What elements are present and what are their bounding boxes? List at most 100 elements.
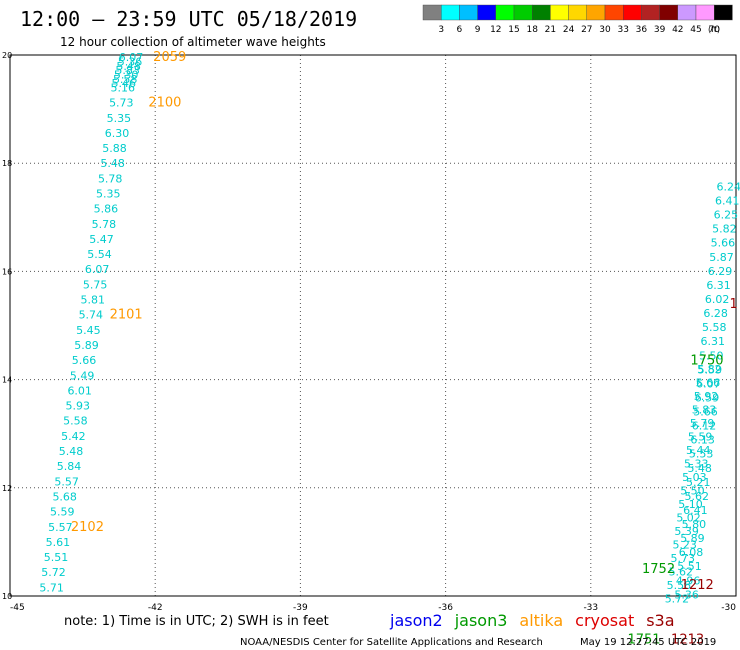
wave-height-point: 5.10 — [678, 498, 703, 511]
colorbar-label: 70 — [708, 25, 720, 35]
wave-height-point: 6.41 — [715, 195, 740, 208]
colorbar-label: 24 — [563, 25, 575, 35]
wave-height-point: 5.78 — [92, 218, 117, 231]
wave-height-point: 5.02 — [676, 512, 701, 525]
wave-height-point: 6.31 — [706, 279, 731, 292]
colorbar-swatch — [586, 4, 606, 21]
wave-height-point: 6.02 — [705, 293, 730, 306]
pass-time-label: 1212 — [681, 578, 714, 593]
colorbar-label: 30 — [599, 25, 611, 35]
pass-time-label: 2102 — [71, 520, 104, 535]
wave-height-point: 5.50 — [699, 349, 724, 362]
wave-height-point: 5.82 — [697, 363, 722, 376]
colorbar-swatch — [477, 4, 497, 21]
wave-height-point: 5.59 — [698, 363, 723, 376]
plot-frame — [9, 54, 737, 597]
y-tick-label: 10 — [2, 592, 12, 601]
wave-height-point: 6.07 — [85, 263, 110, 276]
pass-time-label: 1213 — [671, 632, 704, 647]
colorbar-label: 39 — [654, 25, 666, 35]
wave-height-point: 6.31 — [701, 335, 726, 348]
wave-height-point: 5.57 — [48, 521, 73, 534]
chart-grid — [10, 55, 736, 596]
data-points: 6.075.365.485.835.305.585.465.165.735.35… — [39, 51, 740, 606]
pass-time-label: 1750 — [690, 354, 723, 369]
wave-height-point: 5.36 — [118, 55, 143, 68]
legend-item-s3a: s3a — [646, 611, 674, 630]
wave-height-point: 5.89 — [680, 532, 705, 545]
pass-time-label: 2059 — [153, 50, 186, 65]
wave-height-point: 5.66 — [711, 237, 736, 250]
wave-height-point: 4.96 — [676, 574, 701, 587]
x-tick-label: -39 — [293, 603, 308, 613]
wave-height-point: 5.61 — [46, 536, 71, 549]
wave-height-point: 5.79 — [690, 417, 715, 430]
color-legend-bar: 3 6 9 12 15 18 21 24 27 30 33 36 39 42 45 70 — [422, 4, 733, 35]
axis-ticks: -45 -42 -39 -36 -33 -30 10 12 14 16 18 20 — [2, 51, 736, 613]
legend-item-altika: altika — [519, 611, 563, 630]
y-tick-label: 20 — [2, 51, 12, 60]
wave-height-point: 5.21 — [686, 476, 711, 489]
wave-height-point: 5.86 — [94, 203, 119, 216]
wave-height-point: 6.41 — [683, 504, 708, 517]
legend-item-cryosat: cryosat — [575, 611, 634, 630]
pass-time-label: 1751 — [627, 632, 660, 647]
wave-height-point: 5.35 — [96, 187, 121, 200]
colorbar-label: 36 — [636, 25, 648, 35]
wave-height-point: 5.68 — [52, 490, 77, 503]
wave-height-point: 5.44 — [686, 444, 711, 457]
wave-height-point: 6.59 — [695, 391, 720, 404]
wave-height-point: 5.62 — [685, 490, 710, 503]
wave-height-point: 5.30 — [114, 68, 139, 81]
pass-time-label: 2101 — [110, 308, 143, 323]
colorbar-label: 18 — [526, 25, 538, 35]
wave-height-point: 5.46 — [111, 77, 136, 90]
colorbar-swatch — [604, 4, 624, 21]
footer-credit: NOAA/NESDIS Center for Satellite Applica… — [240, 637, 543, 648]
wave-height-point: 5.80 — [682, 518, 707, 531]
wave-height-point: 5.72 — [41, 566, 66, 579]
pass-time-annotations: 2059 2100 2101 2102 1750 1752 1751 1212 1213 1 — [71, 50, 738, 647]
colorbar-swatch — [641, 4, 660, 21]
colorbar-swatch — [623, 4, 642, 21]
colorbar-swatch — [695, 4, 715, 21]
wave-height-point: 6.01 — [67, 384, 92, 397]
wave-height-point: 5.50 — [680, 485, 705, 498]
wave-height-point: 5.48 — [59, 445, 84, 458]
wave-height-point: 5.49 — [70, 369, 95, 382]
wave-height-point: 5.88 — [102, 142, 127, 155]
wave-height-point: 6.07 — [119, 51, 144, 64]
wave-height-point: 6.12 — [692, 420, 717, 433]
wave-height-point: 5.58 — [63, 415, 88, 428]
wave-height-point: 6.25 — [714, 209, 739, 222]
wave-height-point: 5.57 — [54, 475, 79, 488]
wave-height-point: 5.58 — [667, 579, 692, 592]
legend-item-jason3: jason3 — [454, 611, 508, 630]
wave-height-point: 6.30 — [105, 127, 130, 140]
colorbar-swatch — [659, 4, 678, 21]
wave-height-point: 5.51 — [677, 560, 702, 573]
wave-height-point: 5.74 — [79, 309, 104, 322]
wave-height-point: 5.35 — [107, 112, 132, 125]
wave-height-point: 5.82 — [712, 223, 737, 236]
y-tick-label: 14 — [2, 376, 12, 385]
wave-height-point: 5.78 — [98, 172, 123, 185]
wave-height-point: 5.66 — [72, 354, 97, 367]
wave-height-point: 5.33 — [684, 457, 709, 470]
wave-height-point: 5.39 — [674, 525, 699, 538]
colorbar-swatch — [714, 4, 733, 21]
footer-note: note: 1) Time is in UTC; 2) SWH is in fe… — [64, 614, 329, 629]
wave-height-point: 5.51 — [44, 551, 69, 564]
wave-height-point: 5.87 — [709, 251, 734, 264]
chart-subtitle: 12 hour collection of altimeter wave hei… — [60, 35, 326, 49]
y-tick-label: 18 — [2, 159, 12, 168]
wave-height-point: 5.72 — [665, 593, 690, 606]
colorbar-label: 45 — [690, 25, 701, 35]
wave-height-point: 5.48 — [116, 60, 141, 73]
wave-height-point: 5.45 — [76, 324, 101, 337]
colorbar-swatch — [495, 4, 515, 21]
wave-height-point: 6.28 — [703, 307, 728, 320]
wave-height-point: 6.29 — [708, 265, 733, 278]
colorbar-swatch — [532, 4, 551, 21]
colorbar-label: 33 — [617, 25, 628, 35]
